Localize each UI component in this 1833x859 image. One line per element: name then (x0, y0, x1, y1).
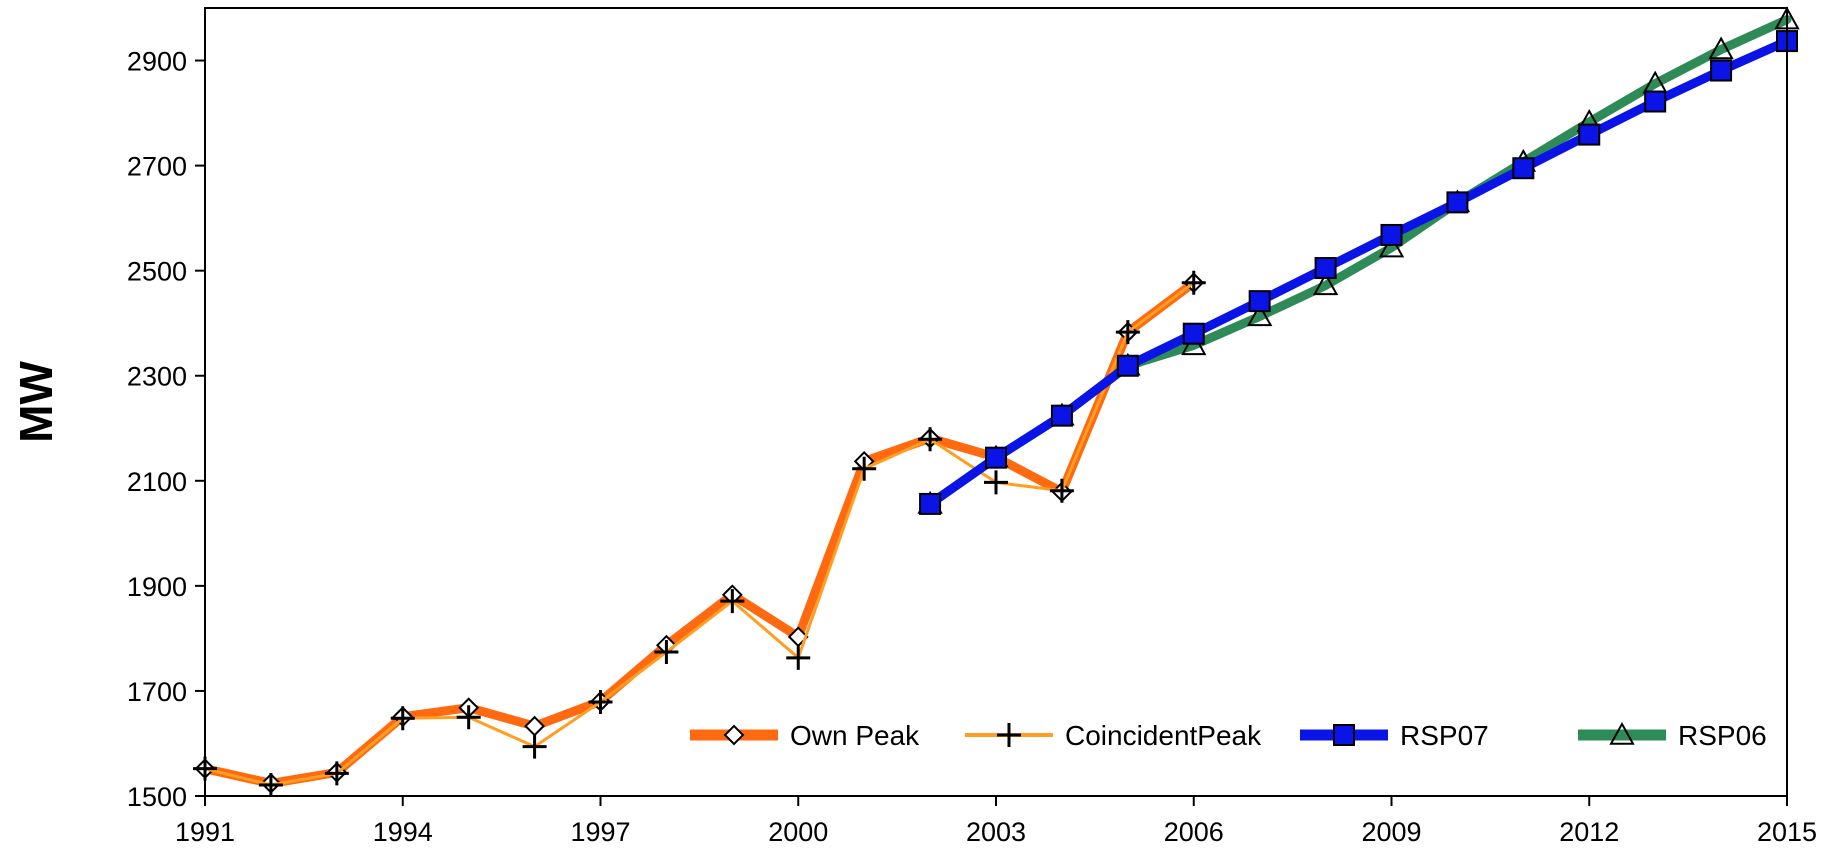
data-point-rsp06 (1378, 234, 1405, 258)
data-point-rsp07 (985, 446, 1007, 469)
data-point-coincidentpeak (720, 589, 745, 614)
legend-item-rsp06: RSP06 (1578, 720, 1767, 751)
legend-label: CoincidentPeak (1065, 720, 1262, 751)
series-line-coincidentpeak (203, 281, 1196, 787)
y-tick-label: 1500 (127, 782, 187, 812)
x-tick-label: 2006 (1164, 817, 1224, 847)
legend-item-coincidentpeak: CoincidentPeak (965, 720, 1262, 751)
data-point-coincidentpeak (918, 427, 943, 452)
data-point-coincidentpeak (390, 706, 415, 731)
data-point-rsp07 (1578, 123, 1601, 146)
legend: Own Peak CoincidentPeak RSP07 RSP06 (690, 720, 1767, 751)
data-point-coincidentpeak (324, 761, 349, 786)
data-point-rsp07 (1644, 90, 1667, 113)
x-tick-label: 1991 (175, 817, 235, 847)
data-point-rsp06 (1708, 36, 1734, 60)
y-axis-ticks: 1500 1700 1900 2100 2300 2500 2700 2900 (127, 47, 205, 812)
data-point-coincidentpeak (522, 734, 547, 759)
legend-label: RSP07 (1400, 720, 1489, 751)
series-line-own-peak (200, 278, 1199, 788)
data-point-rsp07 (1050, 404, 1073, 427)
x-tick-label: 2012 (1559, 817, 1619, 847)
data-point-coincidentpeak (654, 640, 679, 665)
legend-item-own-peak: Own Peak (690, 720, 920, 751)
data-point-rsp06 (1312, 272, 1339, 296)
data-point-coincidentpeak (258, 772, 283, 797)
y-tick-label: 2300 (127, 362, 187, 392)
y-tick-label: 2500 (127, 257, 187, 287)
legend-label: Own Peak (790, 720, 920, 751)
y-tick-label: 2900 (127, 47, 187, 77)
y-axis-title: MW (10, 361, 62, 443)
legend-marker (997, 723, 1021, 747)
data-point-rsp07 (1248, 290, 1271, 313)
data-point-coincidentpeak (1181, 270, 1206, 295)
x-tick-label: 2000 (768, 817, 828, 847)
data-point-coincidentpeak (786, 645, 811, 670)
legend-marker (1333, 724, 1355, 746)
data-point-rsp07 (919, 492, 942, 515)
data-point-coincidentpeak (588, 689, 613, 714)
x-axis-ticks: 1991 1994 1997 2000 2003 2006 2009 2012 2015 (175, 796, 1817, 847)
series-rsp07 (919, 30, 1798, 515)
data-point-coincidentpeak (1049, 478, 1074, 503)
data-point-rsp07 (1446, 191, 1469, 214)
x-tick-label: 2003 (966, 817, 1026, 847)
legend-label: RSP06 (1678, 720, 1767, 751)
data-point-coincidentpeak (1115, 320, 1140, 345)
y-tick-label: 2100 (127, 467, 187, 497)
data-point-rsp07 (1380, 223, 1403, 246)
x-tick-label: 2009 (1361, 817, 1421, 847)
data-point-rsp06 (1246, 303, 1273, 327)
y-tick-label: 1900 (127, 572, 187, 602)
data-point-coincidentpeak (984, 470, 1008, 495)
series-own-peak (194, 272, 1205, 794)
data-point-rsp07 (1182, 322, 1205, 345)
data-point-rsp07 (1116, 354, 1139, 377)
legend-item-rsp07: RSP07 (1300, 720, 1489, 751)
series-coincidentpeak (193, 270, 1206, 797)
legend-marker (723, 724, 745, 746)
x-tick-label: 2015 (1757, 817, 1817, 847)
data-point-coincidentpeak (852, 456, 877, 481)
data-point-coincidentpeak (456, 705, 481, 730)
data-point-rsp07 (1314, 257, 1337, 280)
series-rsp06 (917, 6, 1800, 514)
data-point-rsp07 (1710, 59, 1733, 82)
series-layer (193, 6, 1800, 797)
x-tick-label: 1997 (570, 817, 630, 847)
axes-layer: 1991 1994 1997 2000 2003 2006 2009 2012 2015 150… (127, 7, 1817, 847)
legend-marker (1609, 721, 1635, 745)
plot-frame (204, 7, 1788, 797)
y-tick-label: 2700 (127, 152, 187, 182)
x-tick-label: 1994 (373, 817, 433, 847)
y-tick-label: 1700 (127, 677, 187, 707)
data-point-rsp07 (1512, 157, 1535, 180)
